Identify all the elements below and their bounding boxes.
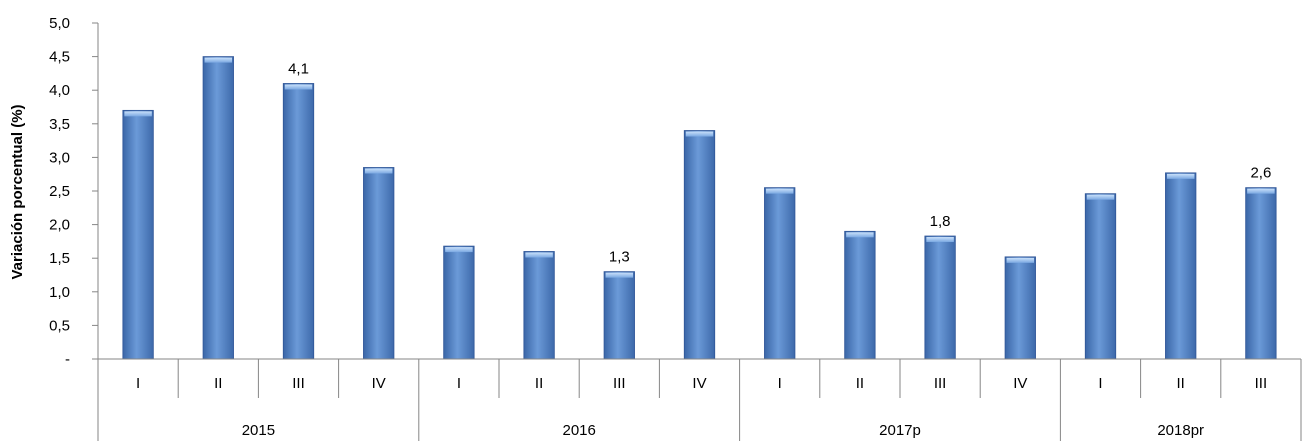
- y-tick-label: 5,0: [49, 15, 70, 32]
- group-label: 2015: [242, 422, 275, 439]
- group-label: 2016: [563, 422, 596, 439]
- y-tick-label: 0,5: [49, 317, 70, 334]
- y-tick-label: -: [65, 351, 70, 368]
- data-label: 1,3: [609, 249, 630, 266]
- y-tick-label: 3,0: [49, 149, 70, 166]
- y-tick-label: 2,0: [49, 217, 70, 234]
- bar: [523, 251, 555, 360]
- bar-cap: [1166, 173, 1195, 179]
- x-tick-label: I: [1098, 375, 1102, 392]
- bar-cap: [846, 232, 874, 238]
- bar: [1084, 193, 1117, 360]
- bar: [1245, 187, 1277, 360]
- bar-cap: [685, 131, 714, 137]
- x-tick-label: III: [292, 375, 305, 392]
- x-tick-label: III: [934, 375, 947, 392]
- y-tick-label: 1,0: [49, 284, 70, 301]
- bar-cap: [1247, 188, 1275, 194]
- bar-cap: [525, 252, 553, 258]
- bar: [924, 235, 956, 360]
- y-tick-label: 4,5: [49, 49, 70, 66]
- data-label: 2,6: [1250, 165, 1271, 182]
- group-label: 2017p: [879, 422, 921, 439]
- bar: [122, 109, 154, 360]
- bar-cap: [765, 188, 794, 194]
- bar: [1165, 172, 1197, 360]
- bar: [363, 167, 395, 360]
- group-label: 2018pr: [1157, 422, 1204, 439]
- data-label: 1,8: [930, 213, 951, 230]
- x-tick-label: III: [613, 375, 626, 392]
- bar: [683, 130, 716, 360]
- bar: [443, 245, 475, 360]
- bar-cap: [204, 57, 233, 63]
- bar: [1004, 256, 1036, 360]
- x-tick-label: IV: [1013, 375, 1027, 392]
- x-tick-label: IV: [692, 375, 706, 392]
- x-tick-label: II: [535, 375, 543, 392]
- bar-cap: [1086, 194, 1115, 200]
- bar: [603, 271, 635, 360]
- bar: [282, 83, 315, 360]
- x-tick-label: I: [457, 375, 461, 392]
- bars: 4,1 1,3 1,8 2,6: [122, 56, 1277, 360]
- bar-cap: [364, 168, 393, 174]
- x-tick-label: I: [778, 375, 782, 392]
- bar: [764, 187, 796, 360]
- x-tick-label: II: [1177, 375, 1185, 392]
- bar-cap: [605, 272, 634, 278]
- y-tick-label: 3,5: [49, 116, 70, 133]
- x-tick-label: II: [856, 375, 864, 392]
- bar: [202, 56, 234, 360]
- bar-cap: [1006, 257, 1035, 263]
- y-tick-label: 4,0: [49, 82, 70, 99]
- x-tick-label: I: [136, 375, 140, 392]
- y-axis-title: Variación porcentual (%): [9, 104, 26, 279]
- y-tick-label: 1,5: [49, 250, 70, 267]
- x-tick-label: IV: [372, 375, 386, 392]
- x-tick-label: III: [1255, 375, 1268, 392]
- bar-cap: [284, 84, 313, 90]
- bar-cap: [124, 111, 152, 117]
- data-label: 4,1: [288, 60, 309, 77]
- bar-cap: [926, 237, 954, 243]
- x-tick-label: II: [214, 375, 222, 392]
- bar: [844, 230, 876, 360]
- bar-cap: [445, 247, 473, 253]
- y-tick-label: 2,5: [49, 183, 70, 200]
- y-axis: - 0,5 1,0 1,5 2,0 2,5 3,0 3,5 4,0 4,5 5,0: [49, 15, 99, 368]
